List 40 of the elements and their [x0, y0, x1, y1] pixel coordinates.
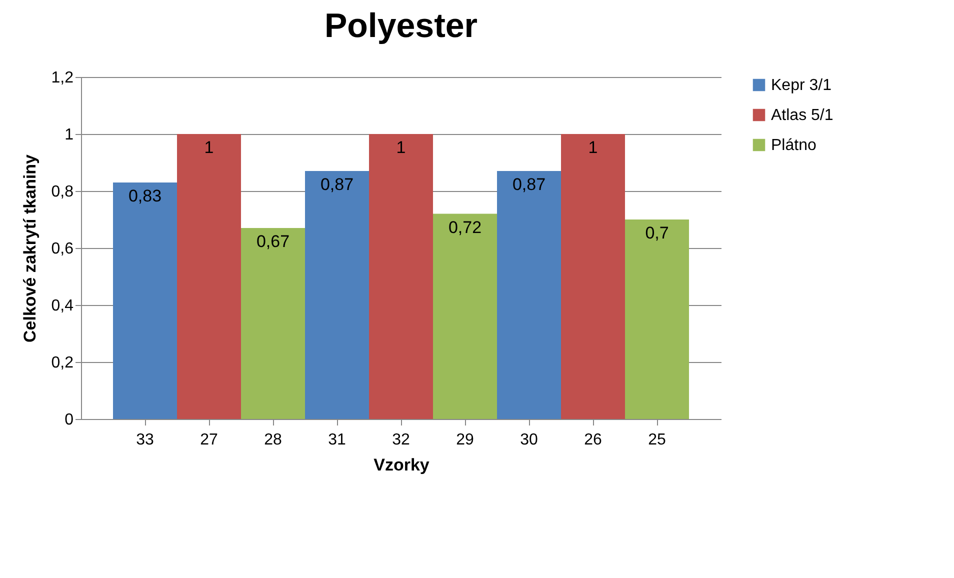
bar — [497, 171, 561, 419]
bar — [433, 214, 497, 419]
y-tick-label: 0 — [64, 412, 74, 428]
x-tick-label: 31 — [328, 432, 346, 448]
y-tick-label: 1,2 — [51, 70, 74, 86]
y-tick-label: 0,2 — [51, 354, 74, 372]
data-label: 1 — [588, 138, 598, 157]
x-tick-label: 29 — [456, 432, 474, 448]
data-label: 1 — [204, 138, 214, 157]
data-label: 0,87 — [512, 175, 546, 194]
chart-title: Polyester — [324, 7, 478, 45]
data-label: 0,7 — [645, 224, 669, 242]
legend-label: Atlas 5/1 — [771, 107, 834, 124]
x-tick-label: 25 — [648, 432, 666, 448]
bar — [561, 134, 625, 419]
x-tick-label: 33 — [136, 432, 154, 448]
y-tick-label: 0,8 — [51, 184, 74, 200]
x-tick-label: 30 — [520, 432, 538, 448]
legend-label: Kepr 3/1 — [771, 77, 832, 94]
x-tick-label: 32 — [392, 432, 410, 448]
data-label: 0,87 — [320, 175, 354, 194]
bar — [113, 182, 177, 419]
data-label: 0,67 — [256, 232, 290, 252]
x-axis-title: Vzorky — [374, 456, 430, 474]
data-label: 1 — [396, 138, 406, 157]
bar — [625, 220, 689, 419]
bar — [241, 228, 305, 419]
bar — [369, 134, 433, 419]
legend-label: Plátno — [771, 137, 816, 154]
y-tick-label: 0,6 — [51, 240, 74, 258]
y-tick-label: 0,4 — [51, 298, 74, 314]
y-axis-title: Celkové zakrytí tkaniny — [20, 154, 40, 343]
x-tick-label: 27 — [200, 432, 218, 448]
bar — [177, 134, 241, 419]
y-tick-label: 1 — [64, 126, 74, 144]
x-tick-label: 26 — [584, 432, 602, 448]
x-tick-label: 28 — [264, 432, 282, 448]
data-label: 0,72 — [448, 218, 482, 237]
bar — [305, 171, 369, 419]
data-label: 0,83 — [128, 186, 162, 206]
